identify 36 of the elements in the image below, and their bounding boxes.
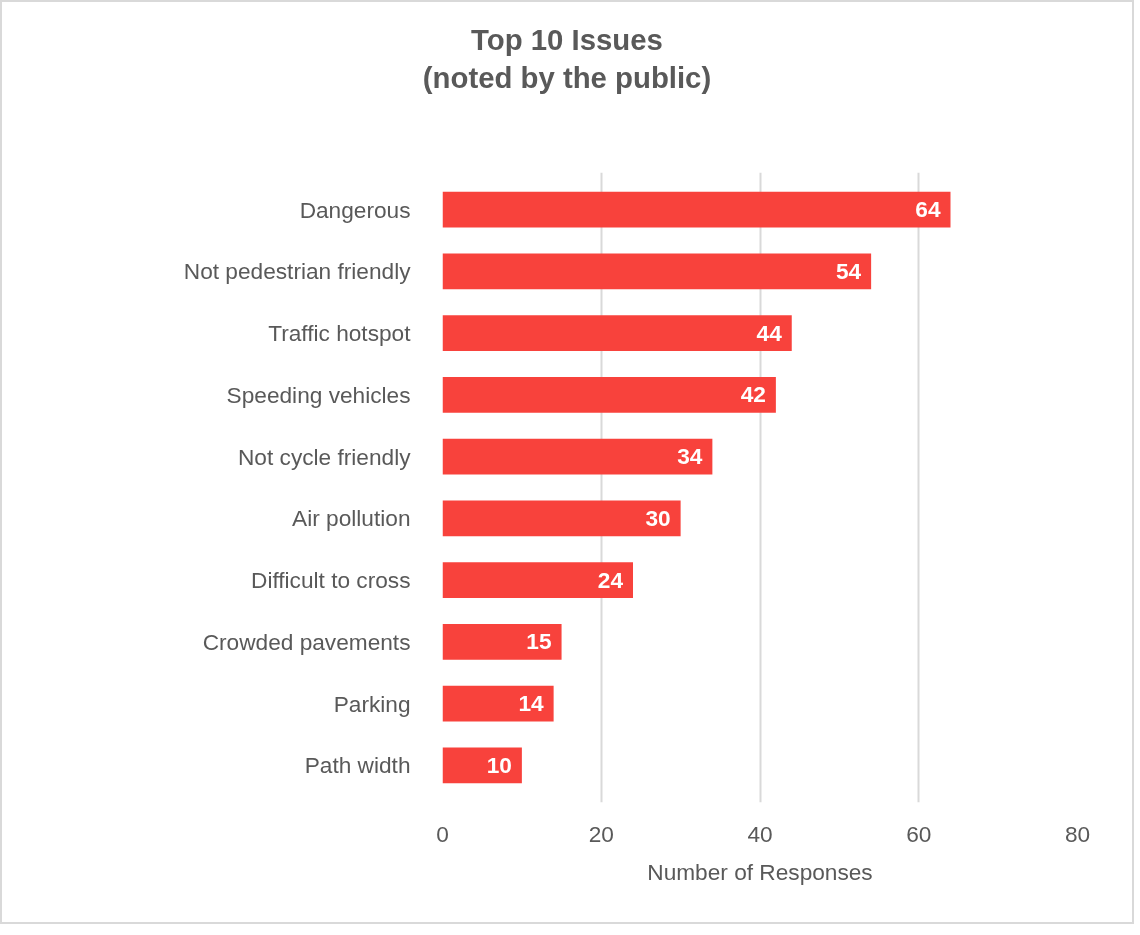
y-tick-label: Traffic hotspot <box>268 320 412 347</box>
bar <box>442 438 713 475</box>
data-label: 10 <box>486 751 512 778</box>
bar <box>442 500 681 537</box>
data-label: 15 <box>526 628 552 655</box>
x-tick-label: 80 <box>1064 820 1091 847</box>
bar <box>442 315 792 351</box>
y-tick-label: Not pedestrian friendly <box>183 258 412 285</box>
bar <box>442 253 872 290</box>
y-tick-label: Difficult to cross <box>251 567 411 594</box>
y-tick-label: Parking <box>333 690 411 717</box>
x-tick-label: 20 <box>588 820 614 847</box>
y-tick-label: Crowded pavements <box>202 628 411 655</box>
data-label: 42 <box>740 381 766 408</box>
data-label: 64 <box>915 196 941 223</box>
bar <box>442 191 951 228</box>
y-tick-label: Dangerous <box>299 196 411 223</box>
data-label: 14 <box>518 690 545 717</box>
y-tick-label: Air pollution <box>292 505 411 532</box>
y-tick-label: Speeding vehicles <box>226 381 411 408</box>
chart-title: Top 10 Issues (noted by the public) <box>422 22 712 97</box>
x-tick-label: 60 <box>906 820 932 847</box>
y-tick-label: Path width <box>304 752 411 779</box>
bar <box>442 624 562 660</box>
data-label: 30 <box>645 504 671 531</box>
x-axis-title: Number of Responses <box>647 858 873 885</box>
x-tick-label: 40 <box>747 820 773 847</box>
bar <box>442 685 554 722</box>
y-tick-label: Not cycle friendly <box>238 443 412 470</box>
data-label: 34 <box>677 443 703 470</box>
bar <box>442 562 633 599</box>
x-tick-label: 0 <box>436 820 449 847</box>
data-label: 24 <box>597 566 624 593</box>
bar <box>442 376 776 413</box>
data-label: 44 <box>756 319 783 346</box>
data-label: 54 <box>835 257 862 284</box>
